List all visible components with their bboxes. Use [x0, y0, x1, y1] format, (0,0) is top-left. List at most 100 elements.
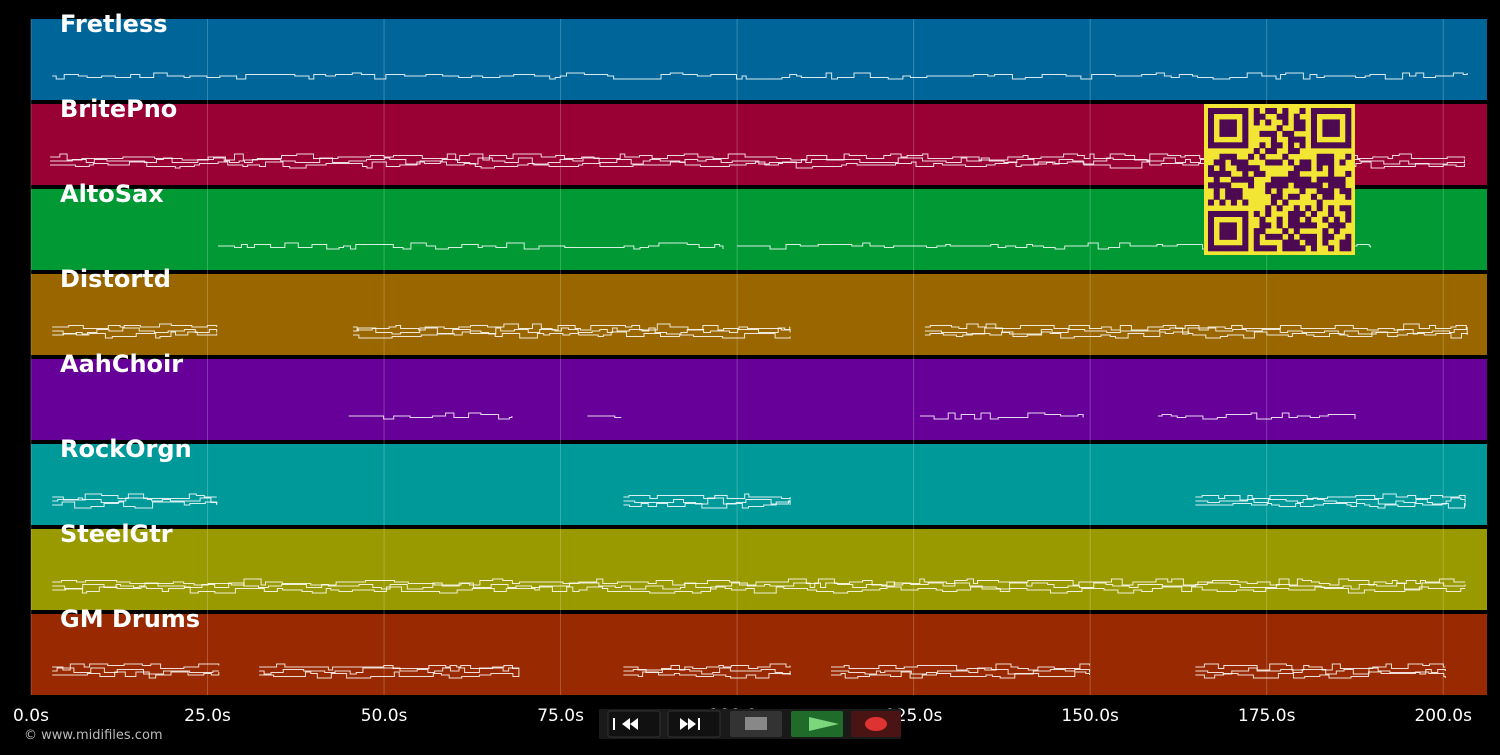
- qr-cell: [1305, 233, 1312, 240]
- qr-cell: [1253, 119, 1260, 126]
- qr-cell: [1339, 222, 1346, 229]
- qr-cell: [1225, 193, 1232, 200]
- qr-cell: [1345, 142, 1352, 149]
- qr-cell: [1242, 233, 1249, 240]
- transport-controls: [599, 709, 901, 739]
- time-grid: [30, 19, 1444, 695]
- qr-cell: [1305, 205, 1312, 212]
- qr-cell: [1213, 245, 1220, 252]
- qr-cell: [1253, 170, 1260, 177]
- qr-cell: [1345, 113, 1352, 120]
- qr-cell: [1259, 222, 1266, 229]
- qr-cell: [1248, 176, 1255, 183]
- qr-cell: [1265, 159, 1272, 166]
- qr-cell: [1253, 233, 1260, 240]
- qr-cell: [1322, 119, 1329, 126]
- qr-cell: [1270, 159, 1277, 166]
- qr-cell: [1293, 216, 1300, 223]
- qr-cell: [1208, 136, 1215, 143]
- note-trace: [1195, 663, 1446, 671]
- qr-cell: [1288, 233, 1295, 240]
- qr-cell: [1259, 113, 1266, 120]
- qr-cell: [1288, 239, 1295, 246]
- qr-cell: [1242, 108, 1249, 115]
- qr-cell: [1310, 142, 1317, 149]
- qr-cell: [1276, 193, 1283, 200]
- qr-cell: [1253, 245, 1260, 252]
- qr-cell: [1219, 182, 1226, 189]
- qr-cell: [1345, 245, 1352, 252]
- qr-cell: [1242, 119, 1249, 126]
- note-segment: [52, 323, 218, 339]
- qr-cell: [1236, 188, 1243, 195]
- qr-cell: [1230, 193, 1237, 200]
- forward-button[interactable]: [667, 710, 721, 738]
- qr-cell: [1270, 176, 1277, 183]
- note-trace: [623, 671, 791, 679]
- qr-cell: [1276, 125, 1283, 132]
- note-trace: [623, 497, 791, 505]
- track-list: [31, 19, 1487, 695]
- qr-cell: [1299, 165, 1306, 172]
- qr-cell: [1242, 176, 1249, 183]
- qr-cell: [1288, 176, 1295, 183]
- note-segment: [1158, 412, 1356, 420]
- note-trace: [924, 331, 1468, 339]
- qr-cell: [1236, 176, 1243, 183]
- qr-cell: [1310, 222, 1317, 229]
- qr-cell: [1310, 233, 1317, 240]
- qr-cell: [1345, 239, 1352, 246]
- qr-cell: [1230, 159, 1237, 166]
- note-trace: [353, 331, 791, 339]
- qr-cell: [1316, 165, 1323, 172]
- qr-cell: [1225, 142, 1232, 149]
- qr-cell: [1322, 188, 1329, 195]
- qr-cell: [1208, 199, 1215, 206]
- qr-cell: [1339, 159, 1346, 166]
- qr-cell: [1253, 108, 1260, 115]
- time-tick-label: 175.0s: [1238, 706, 1296, 726]
- qr-cell: [1208, 165, 1215, 172]
- qr-cell: [1299, 233, 1306, 240]
- qr-cell: [1225, 233, 1232, 240]
- qr-cell: [1322, 130, 1329, 137]
- record-button[interactable]: [851, 711, 901, 737]
- qr-cell: [1230, 245, 1237, 252]
- note-segment: [52, 493, 218, 509]
- qr-cell: [1282, 239, 1289, 246]
- qr-cell: [1310, 182, 1317, 189]
- qr-cell: [1225, 188, 1232, 195]
- qr-cell: [1328, 222, 1335, 229]
- qr-cell: [1333, 125, 1340, 132]
- qr-cell: [1225, 108, 1232, 115]
- qr-cell: [1299, 188, 1306, 195]
- qr-cell: [1213, 193, 1220, 200]
- rewind-button[interactable]: [607, 710, 661, 738]
- stop-button[interactable]: [730, 711, 782, 737]
- note-trace: [1195, 671, 1446, 679]
- qr-cell: [1299, 136, 1306, 143]
- qr-cell: [1219, 245, 1226, 252]
- qr-cell: [1322, 142, 1329, 149]
- qr-cell: [1242, 216, 1249, 223]
- play-button[interactable]: [791, 711, 843, 737]
- note-segment: [920, 412, 1084, 420]
- qr-cell: [1253, 239, 1260, 246]
- qr-cell: [1288, 210, 1295, 217]
- note-trace: [1195, 497, 1466, 505]
- qr-cell: [1316, 108, 1323, 115]
- note-trace: [218, 242, 724, 250]
- qr-cell: [1208, 142, 1215, 149]
- qr-cell: [1213, 182, 1220, 189]
- track-name: BritePno: [60, 95, 177, 123]
- note-trace: [924, 327, 1468, 335]
- qr-cell: [1316, 142, 1323, 149]
- qr-cell: [1270, 199, 1277, 206]
- qr-cell: [1339, 245, 1346, 252]
- qr-cell: [1316, 153, 1323, 160]
- track-labels: Fretless BritePno AltoSax Distortd AahChoir R…: [60, 10, 200, 633]
- time-tick-label: 200.0s: [1414, 706, 1472, 726]
- qr-cell: [1208, 182, 1215, 189]
- qr-cell: [1219, 159, 1226, 166]
- note-segment: [1195, 493, 1466, 509]
